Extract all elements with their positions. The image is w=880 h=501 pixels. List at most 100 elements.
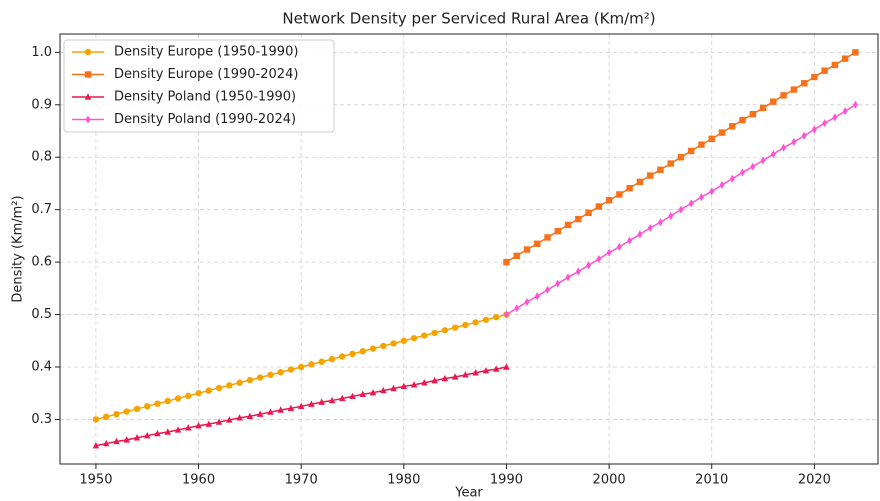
marker	[328, 355, 336, 363]
marker	[359, 348, 366, 355]
marker	[647, 224, 653, 233]
marker	[770, 150, 776, 159]
marker	[256, 374, 264, 381]
x-tick-label: 1950	[79, 473, 112, 488]
marker	[667, 160, 674, 167]
x-tick-label: 1960	[182, 473, 215, 488]
marker	[503, 258, 510, 266]
y-tick-label: 1.0	[31, 45, 52, 60]
marker	[400, 382, 408, 390]
marker	[513, 252, 520, 260]
marker	[504, 310, 509, 319]
plot-frame	[59, 33, 879, 465]
marker	[297, 402, 305, 410]
marker	[308, 361, 315, 368]
marker	[709, 187, 715, 196]
marker	[708, 135, 715, 143]
marker	[524, 297, 530, 306]
marker	[246, 376, 254, 384]
marker	[492, 313, 500, 321]
legend-label: Density Europe (1950-1990)	[114, 45, 298, 60]
y-tick-label: 0.3	[31, 412, 52, 427]
y-tick-label: 0.6	[31, 255, 52, 270]
marker	[575, 215, 582, 223]
marker	[472, 369, 479, 376]
legend-label: Density Poland (1950-1990)	[114, 90, 296, 105]
marker	[390, 340, 397, 347]
marker	[545, 285, 550, 294]
x-axis-label: Year	[454, 486, 483, 501]
marker	[637, 230, 643, 239]
marker	[277, 406, 284, 413]
legend-label: Density Poland (1990-2024)	[114, 112, 296, 127]
y-tick-label: 0.7	[31, 202, 52, 217]
marker	[534, 292, 540, 301]
marker	[215, 384, 223, 392]
marker	[811, 125, 817, 134]
x-tick-label: 1990	[490, 473, 523, 488]
marker	[759, 104, 767, 112]
marker	[359, 390, 366, 397]
marker	[740, 168, 745, 177]
marker	[575, 267, 581, 276]
marker	[514, 304, 520, 313]
chart-title: Network Density per Serviced Rural Area …	[282, 10, 655, 28]
marker	[441, 327, 449, 334]
marker	[318, 358, 325, 365]
marker	[410, 381, 418, 388]
marker	[185, 424, 192, 431]
marker	[646, 172, 654, 179]
marker	[821, 67, 828, 74]
marker	[92, 416, 100, 423]
marker	[842, 107, 848, 116]
marker	[102, 413, 110, 421]
marker	[800, 80, 808, 87]
marker	[688, 199, 694, 208]
legend-box	[63, 39, 335, 133]
marker	[451, 324, 459, 331]
marker	[308, 400, 315, 407]
legend-label: Density Europe (1990-2024)	[114, 67, 298, 82]
marker	[544, 234, 551, 241]
marker	[236, 379, 243, 386]
marker	[503, 363, 510, 370]
marker	[431, 329, 438, 337]
marker	[595, 203, 603, 210]
marker	[750, 162, 756, 171]
marker	[790, 86, 798, 93]
marker	[164, 397, 171, 405]
marker	[205, 420, 213, 427]
marker	[482, 316, 490, 323]
marker	[699, 193, 704, 202]
marker	[390, 384, 397, 392]
marker	[801, 131, 807, 140]
marker	[318, 398, 325, 405]
marker	[174, 395, 182, 402]
marker	[616, 242, 622, 251]
marker	[339, 353, 346, 360]
marker	[555, 279, 561, 288]
marker	[585, 209, 592, 217]
marker	[605, 197, 613, 204]
marker	[482, 366, 490, 374]
marker	[328, 396, 336, 404]
marker	[195, 422, 202, 429]
marker	[164, 428, 171, 435]
y-tick-label: 0.5	[31, 307, 52, 322]
marker	[832, 113, 838, 122]
y-tick-label: 0.9	[31, 97, 52, 112]
marker	[729, 123, 736, 130]
marker	[678, 205, 684, 214]
marker	[780, 92, 787, 99]
marker	[144, 403, 151, 410]
marker	[369, 345, 377, 352]
marker	[729, 174, 735, 183]
legend-marker	[84, 93, 92, 100]
marker	[380, 386, 387, 394]
marker	[297, 363, 305, 371]
marker	[195, 390, 202, 397]
marker	[215, 418, 223, 425]
marker	[441, 374, 449, 382]
marker	[668, 211, 674, 220]
